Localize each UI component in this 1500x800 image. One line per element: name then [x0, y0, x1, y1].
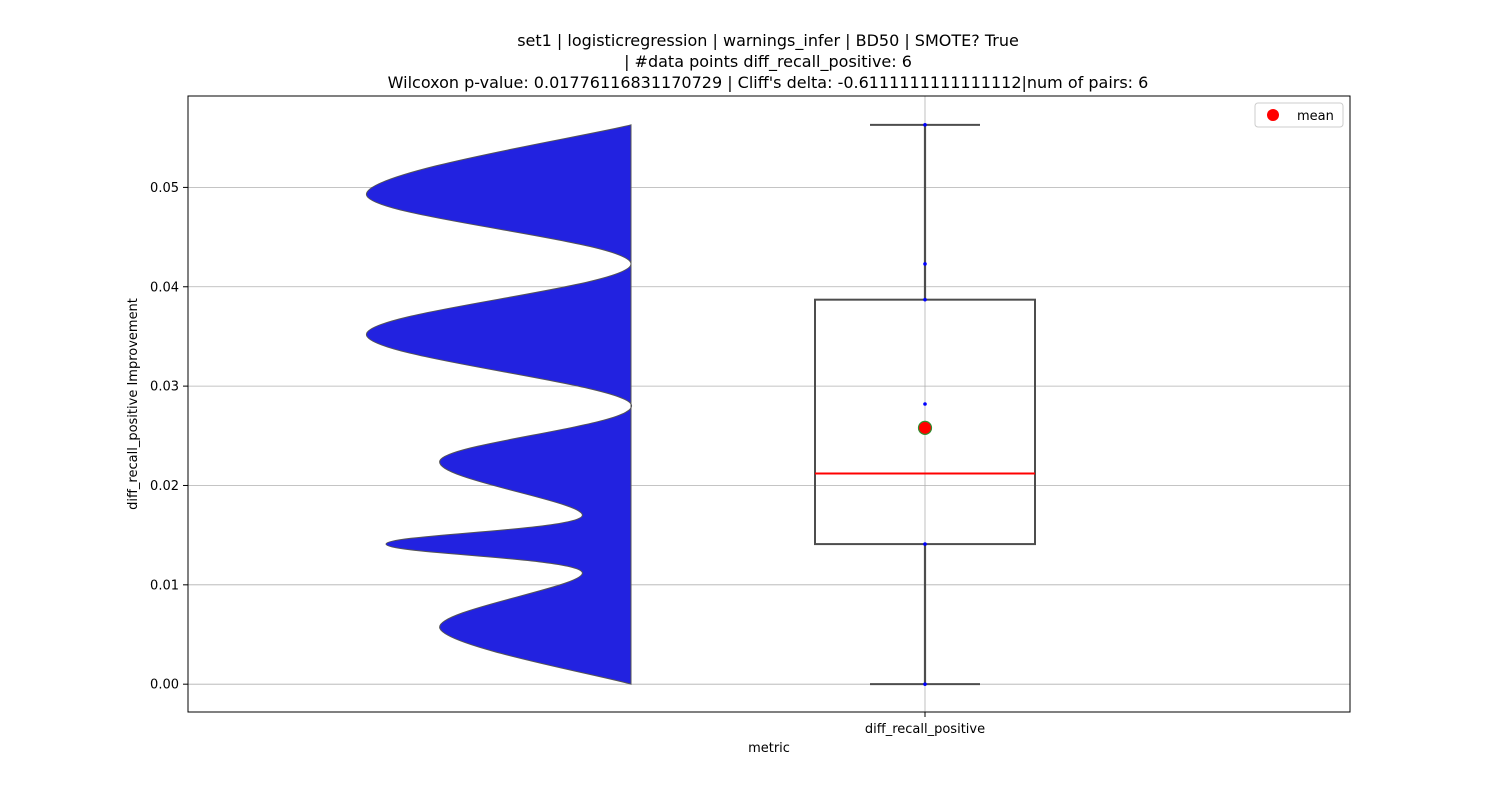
data-points [917, 123, 933, 686]
legend-frame [1254, 102, 1344, 128]
y-tick-label-5: 0.05 [150, 181, 179, 196]
legend-mean-label: mean [1297, 109, 1334, 124]
x-axis-ticks: diff_recall_positive [865, 712, 985, 737]
chart-title: set1 | logisticregression | warnings_inf… [388, 31, 1149, 92]
y-axis-label: diff_recall_positive Improvement [126, 298, 141, 510]
x-axis-label: metric [748, 741, 790, 756]
data-point-4 [923, 262, 927, 266]
legend-mean-marker [1267, 109, 1279, 121]
mean-marker [917, 420, 933, 435]
y-axis-ticks: 0.00 0.01 0.02 0.03 0.04 0.05 [150, 181, 188, 693]
title-line-2: | #data points diff_recall_positive: 6 [624, 52, 912, 72]
data-point-3 [923, 297, 927, 302]
violin [365, 124, 632, 685]
data-point-0 [923, 682, 927, 686]
y-tick-label-0: 0.00 [150, 678, 179, 693]
y-tick-label-2: 0.02 [150, 479, 179, 494]
legend: mean [1254, 102, 1344, 128]
data-point-5 [923, 123, 927, 127]
y-tick-label-1: 0.01 [150, 578, 179, 593]
plot-frame [187, 95, 1351, 713]
data-point-1 [923, 542, 927, 546]
violin-shape [365, 124, 632, 685]
y-tick-label-3: 0.03 [150, 380, 179, 395]
x-tick-label-0: diff_recall_positive [865, 722, 985, 737]
grid-lines [188, 96, 1350, 712]
y-tick-label-4: 0.04 [150, 280, 179, 295]
title-line-3: Wilcoxon p-value: 0.01776116831170729 | … [388, 73, 1149, 92]
title-line-1: set1 | logisticregression | warnings_inf… [517, 31, 1019, 51]
data-point-2 [923, 402, 927, 406]
